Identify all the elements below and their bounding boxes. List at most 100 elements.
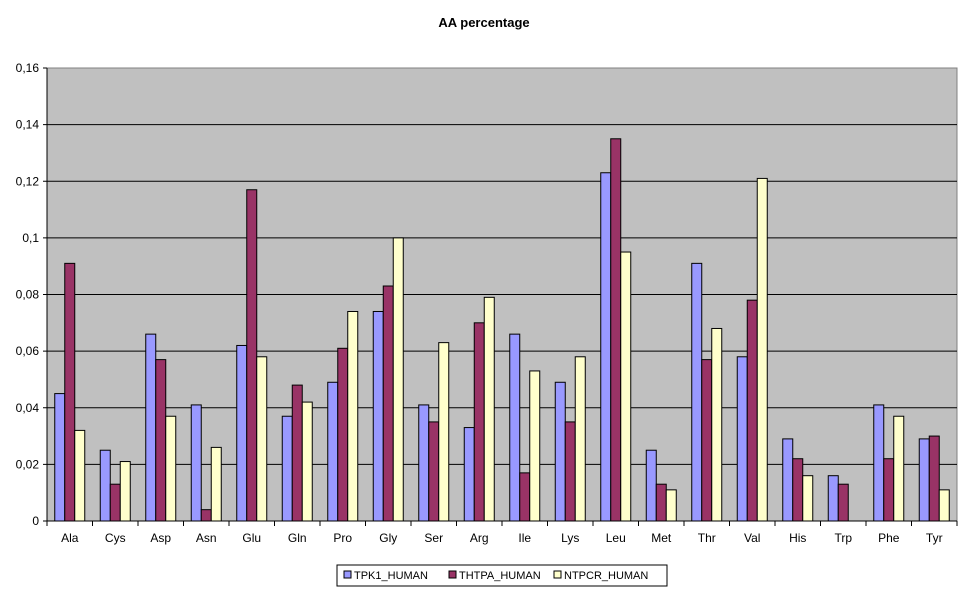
bar-tpk1-human <box>600 172 612 522</box>
bar-thtpa-human <box>64 262 76 522</box>
bar-ntpcr-human <box>210 446 222 522</box>
x-tick-label: Cys <box>105 531 126 545</box>
x-tick-label: Val <box>744 531 760 545</box>
y-tick-label: 0,08 <box>16 288 40 302</box>
bar-tpk1-human <box>236 344 248 522</box>
bar-ntpcr-human <box>574 356 586 522</box>
legend: TPK1_HUMAN THTPA_HUMAN NTPCR_HUMAN <box>336 564 668 587</box>
x-tick-label: Trp <box>834 531 852 545</box>
bar-thtpa-human <box>701 359 713 522</box>
bar-ntpcr-human <box>438 342 450 522</box>
x-tick-label: Ser <box>424 531 443 545</box>
bar-ntpcr-human <box>74 429 86 522</box>
bar-thtpa-human <box>792 458 804 522</box>
bar-thtpa-human <box>291 384 303 522</box>
x-tick-label: Ile <box>518 531 531 545</box>
x-tick-label: Gly <box>379 531 397 545</box>
bar-thtpa-human <box>382 285 394 522</box>
bar-thtpa-human <box>610 138 622 522</box>
x-tick-label: Ala <box>61 531 79 545</box>
bar-ntpcr-human <box>802 475 814 522</box>
bar-ntpcr-human <box>165 415 177 522</box>
legend-items: TPK1_HUMAN THTPA_HUMAN NTPCR_HUMAN <box>343 570 648 582</box>
bar-tpk1-human <box>873 404 885 522</box>
x-tick-label: Met <box>651 531 672 545</box>
y-axis: 0 0,02 0,04 0,06 0,08 0,1 0,12 0,14 0,16 <box>16 61 48 528</box>
bar-tpk1-human <box>327 381 339 522</box>
bar-tpk1-human <box>691 262 703 522</box>
bar-tpk1-human <box>145 333 157 522</box>
x-tick-label: Phe <box>878 531 900 545</box>
bar-tpk1-human <box>54 393 66 522</box>
y-tick-label: 0 <box>32 514 39 528</box>
bar-tpk1-human <box>827 475 839 522</box>
bar-tpk1-human <box>782 438 794 522</box>
bar-thtpa-human <box>655 483 667 522</box>
bar-ntpcr-human <box>301 401 313 522</box>
y-tick-label: 0,1 <box>22 231 39 245</box>
bar-ntpcr-human <box>529 370 541 522</box>
bar-tpk1-human <box>509 333 521 522</box>
bar-tpk1-human <box>554 381 566 522</box>
legend-label: THTPA_HUMAN <box>459 570 541 582</box>
bar-thtpa-human <box>109 483 121 522</box>
x-tick-label: Lys <box>561 531 579 545</box>
bar-thtpa-human <box>200 509 212 522</box>
bar-tpk1-human <box>918 438 930 522</box>
y-tick-label: 0,16 <box>16 61 40 75</box>
bar-thtpa-human <box>246 189 258 522</box>
legend-swatch <box>343 570 352 579</box>
bar-thtpa-human <box>155 359 167 522</box>
x-tick-label: Tyr <box>926 531 943 545</box>
y-tick-label: 0,12 <box>16 174 40 188</box>
bar-ntpcr-human <box>392 237 404 522</box>
bar-thtpa-human <box>837 483 849 522</box>
bar-thtpa-human <box>928 435 940 522</box>
bar-thtpa-human <box>519 472 531 522</box>
x-tick-label: Leu <box>606 531 626 545</box>
legend-box <box>336 564 668 587</box>
bar-tpk1-human <box>281 415 293 522</box>
x-tick-label: Pro <box>333 531 352 545</box>
bars <box>54 138 950 522</box>
x-tick-label: Asn <box>196 531 217 545</box>
x-axis: Ala Cys Asp Asn Glu Gln Pro Gly Ser Arg Ile Lys Leu M… <box>46 520 958 545</box>
bar-ntpcr-human <box>711 327 723 522</box>
bar-ntpcr-human <box>938 489 950 522</box>
bar-tpk1-human <box>372 310 384 522</box>
x-tick-label: Glu <box>242 531 261 545</box>
bar-ntpcr-human <box>665 489 677 522</box>
bar-ntpcr-human <box>256 356 268 522</box>
bar-ntpcr-human <box>756 177 768 522</box>
bar-tpk1-human <box>418 404 430 522</box>
x-tick-label: Arg <box>470 531 489 545</box>
y-tick-label: 0,06 <box>16 344 40 358</box>
bar-thtpa-human <box>337 347 349 522</box>
y-tick-label: 0,04 <box>16 401 40 415</box>
legend-label: NTPCR_HUMAN <box>564 570 648 582</box>
y-tick-label: 0,14 <box>16 118 40 132</box>
bar-tpk1-human <box>736 356 748 522</box>
bar-tpk1-human <box>99 449 111 522</box>
y-tick-label: 0,02 <box>16 457 40 471</box>
bar-tpk1-human <box>463 427 475 522</box>
bar-ntpcr-human <box>620 251 632 522</box>
bar-ntpcr-human <box>119 461 131 522</box>
legend-swatch <box>553 570 562 579</box>
legend-label: TPK1_HUMAN <box>354 570 428 582</box>
chart-title: AA percentage <box>438 15 529 30</box>
bar-thtpa-human <box>428 421 440 522</box>
bar-tpk1-human <box>190 404 202 522</box>
x-tick-label: His <box>789 531 806 545</box>
x-tick-label: Thr <box>698 531 716 545</box>
bar-thtpa-human <box>473 322 485 522</box>
bar-thtpa-human <box>883 458 895 522</box>
x-tick-label: Gln <box>288 531 307 545</box>
bar-ntpcr-human <box>483 296 495 522</box>
bar-thtpa-human <box>746 299 758 522</box>
bar-ntpcr-human <box>893 415 905 522</box>
x-tick-label: Asp <box>150 531 171 545</box>
bar-thtpa-human <box>564 421 576 522</box>
bar-tpk1-human <box>645 449 657 522</box>
